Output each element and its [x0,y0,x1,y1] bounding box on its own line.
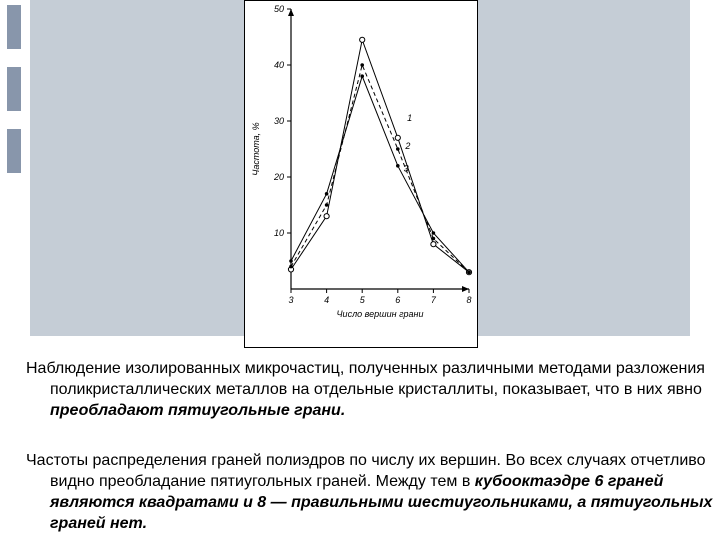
svg-text:4: 4 [324,295,329,305]
svg-text:2: 2 [404,141,410,151]
decorative-bar [6,66,22,112]
svg-text:Число вершин грани: Число вершин грани [337,309,424,319]
svg-text:20: 20 [273,172,284,182]
svg-text:8: 8 [466,295,471,305]
svg-text:7: 7 [431,295,437,305]
slide: 10 20 30 40 50 3 4 5 6 7 8 Число вершин грани Частот… [0,0,720,540]
svg-text:3: 3 [288,295,293,305]
svg-text:6: 6 [395,295,400,305]
svg-text:50: 50 [274,4,284,14]
frequency-chart: 10 20 30 40 50 3 4 5 6 7 8 Число вершин грани Частот… [245,1,477,347]
svg-text:40: 40 [274,60,284,70]
svg-text:1: 1 [407,113,412,123]
decorative-bar [6,4,22,50]
decorative-bar [6,128,22,174]
svg-text:10: 10 [274,228,284,238]
svg-text:30: 30 [274,116,284,126]
chart-container: 10 20 30 40 50 3 4 5 6 7 8 Число вершин грани Частот… [244,0,478,348]
paragraph-1: Наблюдение изолированных микрочастиц, по… [26,358,718,421]
paragraph-2: Частоты распределения граней полиэдров п… [26,450,718,534]
svg-text:5: 5 [360,295,366,305]
svg-text:Частота, %: Частота, % [251,122,261,175]
svg-text:3: 3 [404,163,409,173]
